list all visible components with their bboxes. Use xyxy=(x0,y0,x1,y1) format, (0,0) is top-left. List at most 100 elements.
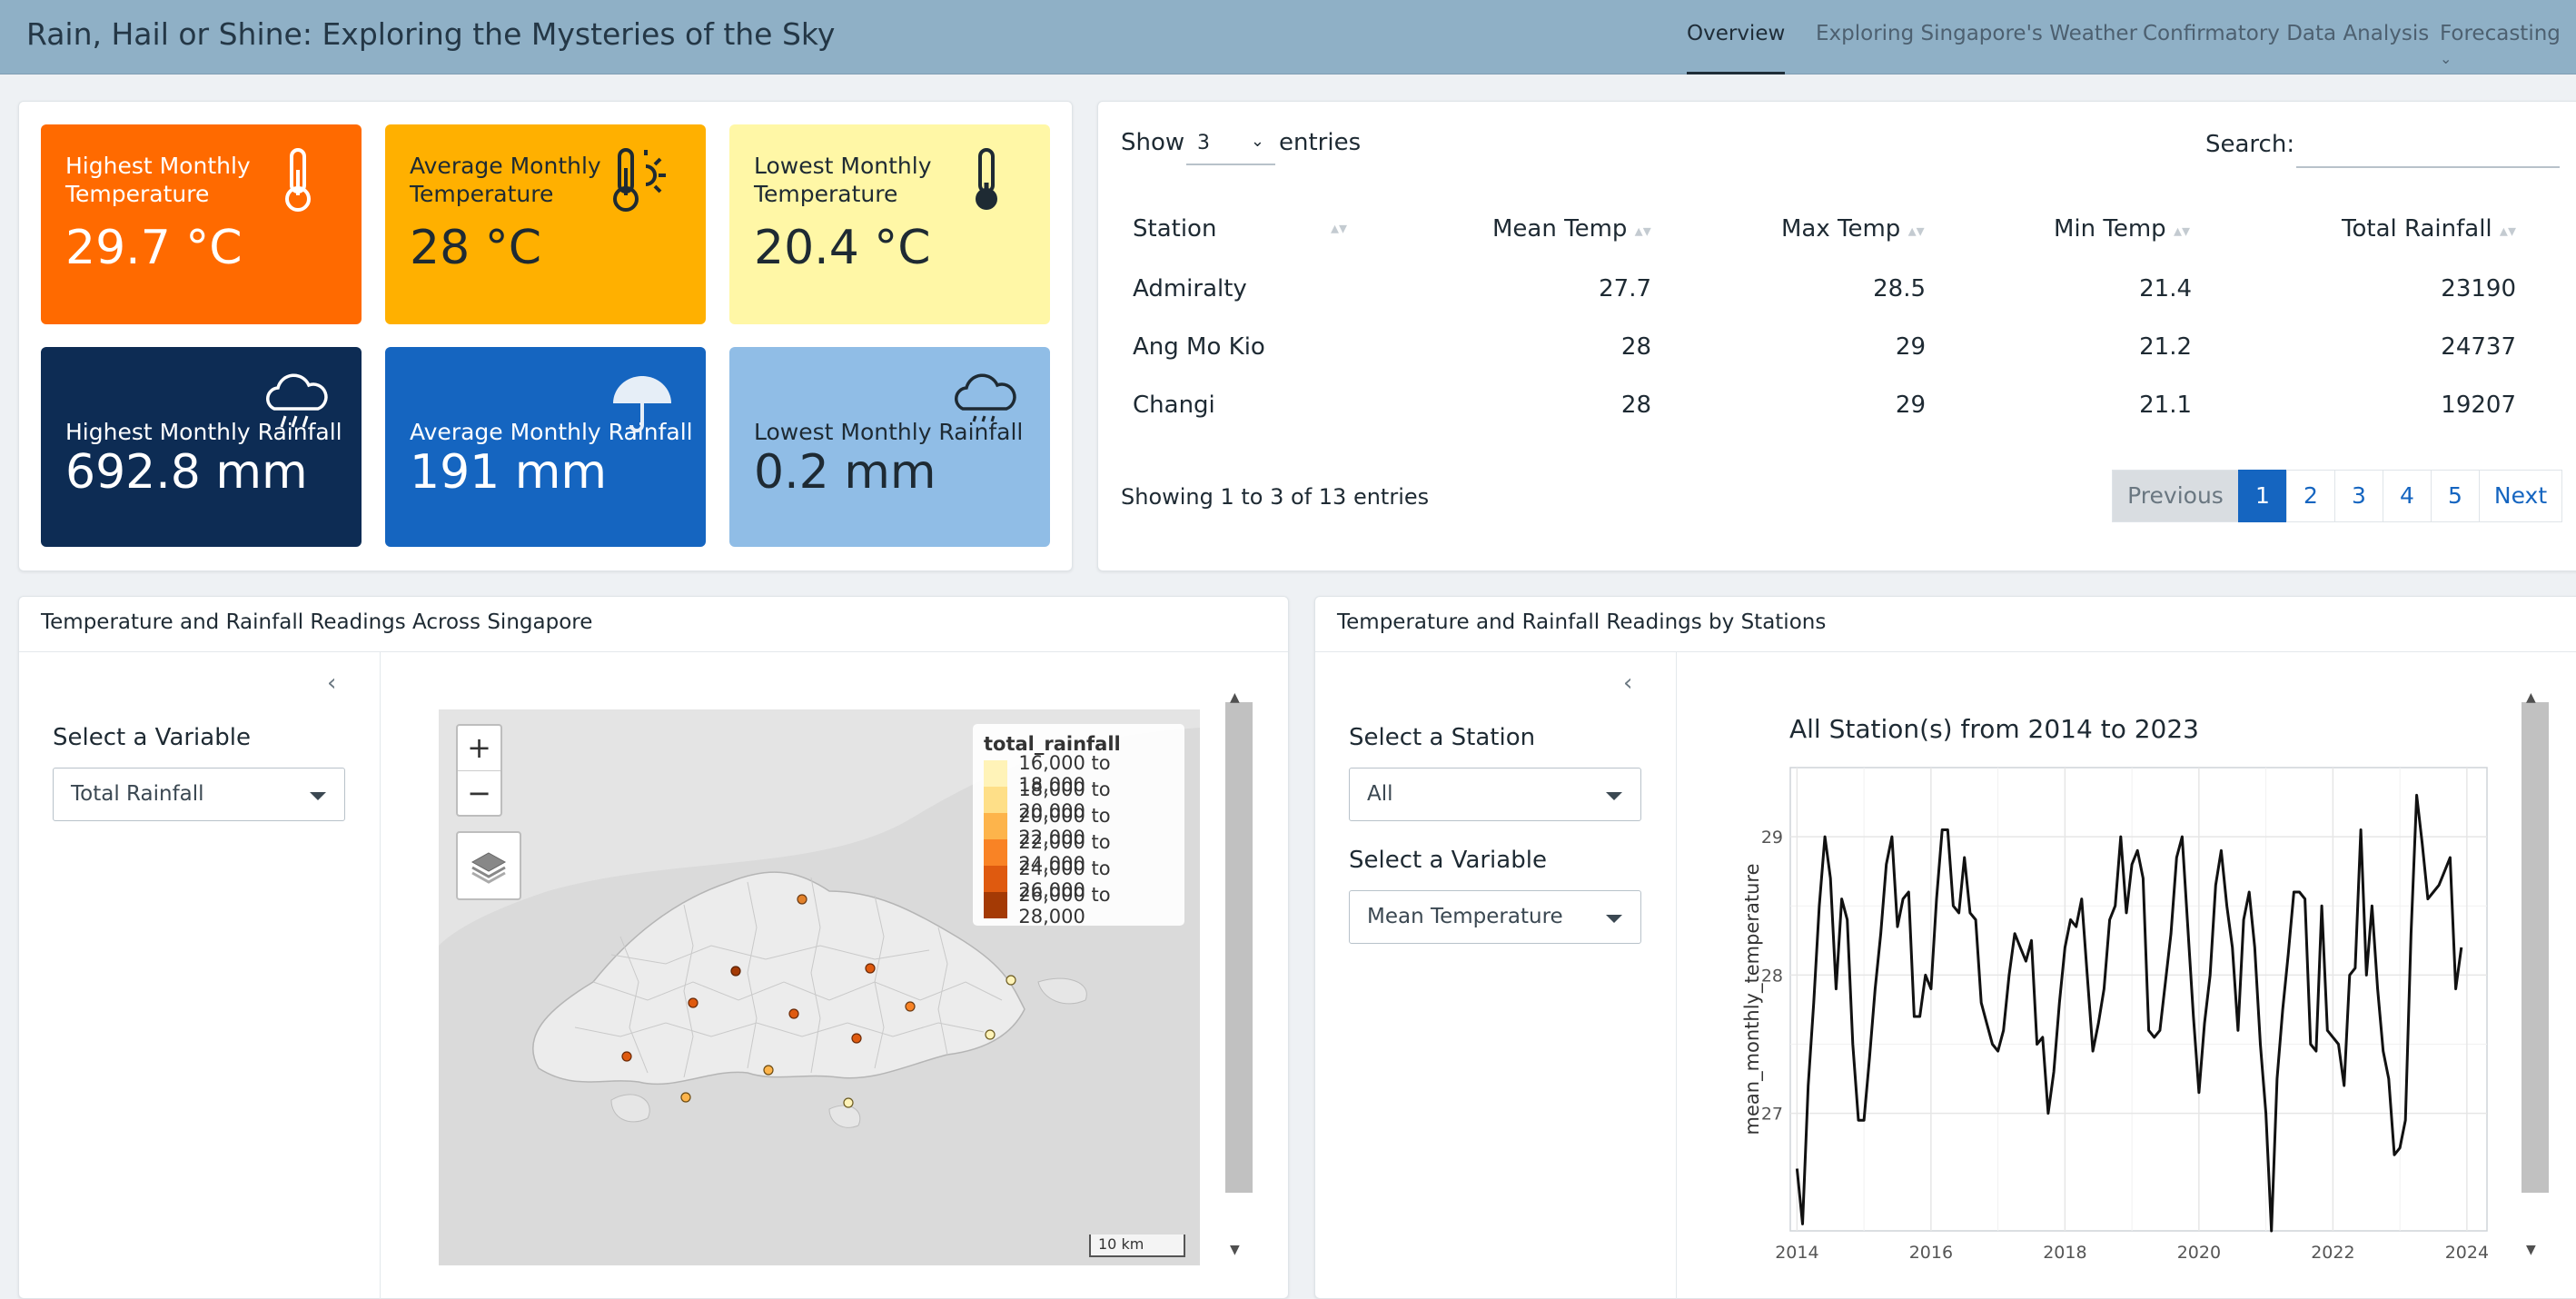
thermometer-icon xyxy=(285,148,311,212)
sort-icon: ▴▾ xyxy=(2173,222,2191,241)
pagination-page-4[interactable]: 4 xyxy=(2383,470,2432,522)
y-tick-label: 29 xyxy=(1761,828,1783,848)
station-select[interactable]: All xyxy=(1349,768,1641,821)
sort-icon: ▴▾ xyxy=(2499,222,2516,241)
table-cell: 19207 xyxy=(2441,392,2516,419)
land-background xyxy=(439,709,1200,946)
station-value: All xyxy=(1367,782,1393,806)
chart-scrollbar[interactable] xyxy=(2522,702,2549,1193)
pagination-page-1[interactable]: 1 xyxy=(2238,470,2287,522)
tab-confirmatory-analysis[interactable]: Confirmatory Data Analysis xyxy=(2143,22,2430,45)
table-cell: 28.5 xyxy=(1873,275,1926,302)
map-scrollbar[interactable] xyxy=(1225,702,1253,1193)
x-tick-label: 2018 xyxy=(2043,1243,2086,1263)
chart-variable-value: Mean Temperature xyxy=(1367,905,1563,928)
pagination-next[interactable]: Next xyxy=(2479,470,2562,522)
pagination-previous[interactable]: Previous xyxy=(2112,470,2239,522)
value-box-value: 191 mm xyxy=(410,445,608,500)
value-box-highest-rainfall: Highest Monthly Rainfall 692.8 mm xyxy=(41,347,362,547)
table-cell: 23190 xyxy=(2441,275,2516,302)
table-cell-station: Ang Mo Kio xyxy=(1133,333,1265,361)
cloud-rain-icon xyxy=(266,373,328,428)
zoom-out-button[interactable]: − xyxy=(458,770,500,815)
legend-item: 22,000 to 24,000 xyxy=(984,831,1174,875)
col-label: Mean Temp xyxy=(1492,215,1628,243)
col-label: Total Rainfall xyxy=(2342,215,2492,243)
table-info: Showing 1 to 3 of 13 entries xyxy=(1121,484,1430,510)
legend-rows: 16,000 to 18,000 18,000 to 20,000 20,000 t… xyxy=(984,752,1174,927)
x-tick-label: 2024 xyxy=(2445,1243,2489,1263)
col-max-temp[interactable]: Max Temp ▴▾ xyxy=(1781,215,1925,243)
chart-title: All Station(s) from 2014 to 2023 xyxy=(1789,714,2199,744)
col-station[interactable]: Station ▴▾ xyxy=(1133,215,1347,243)
tab-exploring-weather[interactable]: Exploring Singapore's Weather xyxy=(1816,22,2138,45)
col-mean-temp[interactable]: Mean Temp ▴▾ xyxy=(1492,215,1651,243)
sidebar-collapse-icon[interactable]: ‹ xyxy=(327,669,337,697)
show-label: Show xyxy=(1121,129,1185,156)
map-variable-value: Total Rainfall xyxy=(71,782,204,806)
x-tick-label: 2022 xyxy=(2311,1243,2354,1263)
legend-swatch xyxy=(984,866,1008,892)
col-label: Max Temp xyxy=(1781,215,1901,243)
value-box-title: Lowest Monthly Rainfall xyxy=(754,419,1024,445)
tab-overview[interactable]: Overview xyxy=(1687,22,1786,74)
scroll-up-icon[interactable]: ▲ xyxy=(2526,690,2536,705)
legend-label: 16,000 to 18,000 xyxy=(1018,751,1111,796)
col-total-rainfall[interactable]: Total Rainfall ▴▾ xyxy=(2342,215,2516,243)
value-box-title: Average Monthly Rainfall xyxy=(410,419,693,445)
col-label: Station xyxy=(1133,215,1217,243)
map-zoom-control: + − xyxy=(456,724,502,817)
map-variable-select[interactable]: Total Rainfall xyxy=(53,768,345,821)
thermometer-low-icon xyxy=(976,148,997,210)
scroll-up-icon[interactable]: ▲ xyxy=(1230,690,1240,705)
col-label: Min Temp xyxy=(2054,215,2166,243)
scroll-down-icon[interactable]: ▼ xyxy=(2526,1243,2536,1257)
zoom-in-button[interactable]: + xyxy=(467,730,491,765)
tab-forecasting-label: Forecasting xyxy=(2440,22,2561,45)
legend-item: 16,000 to 18,000 xyxy=(984,752,1174,796)
legend-swatch xyxy=(984,839,1008,866)
sidebar-divider xyxy=(380,652,381,1299)
value-box-value: 29.7 °C xyxy=(65,221,243,275)
legend-item: 24,000 to 26,000 xyxy=(984,858,1174,901)
value-box-lowest-rainfall: Lowest Monthly Rainfall 0.2 mm xyxy=(729,347,1050,547)
layers-button[interactable] xyxy=(456,831,521,900)
chart-panel-header: Temperature and Rainfall Readings by Sta… xyxy=(1337,610,1827,634)
pagination-page-5[interactable]: 5 xyxy=(2431,470,2480,522)
chart-variable-select[interactable]: Mean Temperature xyxy=(1349,890,1641,944)
legend-item: 18,000 to 20,000 xyxy=(984,778,1174,822)
cloud-drizzle-icon xyxy=(955,373,1016,422)
tab-forecasting[interactable]: Forecasting ⌄ xyxy=(2440,22,2576,74)
entries-label: entries xyxy=(1279,129,1362,156)
legend-swatch xyxy=(984,892,1008,918)
legend-label: 18,000 to 20,000 xyxy=(1018,778,1111,822)
pagination-page-2[interactable]: 2 xyxy=(2286,470,2335,522)
y-tick-label: 28 xyxy=(1761,966,1783,986)
search-input[interactable] xyxy=(2296,123,2560,168)
table-cell: 28 xyxy=(1620,333,1651,361)
x-tick-label: 2016 xyxy=(1909,1243,1953,1263)
pagination-page-3[interactable]: 3 xyxy=(2334,470,2383,522)
legend-swatch xyxy=(984,760,1008,787)
scroll-down-icon[interactable]: ▼ xyxy=(1230,1243,1240,1257)
sort-icon: ▴▾ xyxy=(1907,222,1925,241)
entries-select-value: 3 xyxy=(1197,132,1210,154)
value-box-title: Lowest Monthly Temperature xyxy=(754,153,932,207)
app-title: Rain, Hail or Shine: Exploring the Myste… xyxy=(26,16,836,52)
chart-variable-label: Select a Variable xyxy=(1349,847,1547,874)
map-variable-label: Select a Variable xyxy=(53,724,251,751)
value-box-highest-temperature: Highest Monthly Temperature 29.7 °C xyxy=(41,124,362,324)
x-tick-label: 2020 xyxy=(2177,1243,2221,1263)
table-cell-station: Admiralty xyxy=(1133,275,1247,302)
sidebar-divider xyxy=(1676,652,1677,1299)
table-cell: 21.1 xyxy=(2139,392,2192,419)
entries-select[interactable]: 3 ⌄ xyxy=(1186,124,1275,165)
table-cell: 28 xyxy=(1620,392,1651,419)
col-min-temp[interactable]: Min Temp ▴▾ xyxy=(2054,215,2190,243)
sort-icon: ▴▾ xyxy=(1331,219,1348,238)
x-tick-label: 2014 xyxy=(1775,1243,1818,1263)
value-box-lowest-temperature: Lowest Monthly Temperature 20.4 °C xyxy=(729,124,1050,324)
station-label: Select a Station xyxy=(1349,724,1536,751)
sidebar-collapse-icon[interactable]: ‹ xyxy=(1623,669,1633,697)
legend-item: 20,000 to 22,000 xyxy=(984,805,1174,848)
